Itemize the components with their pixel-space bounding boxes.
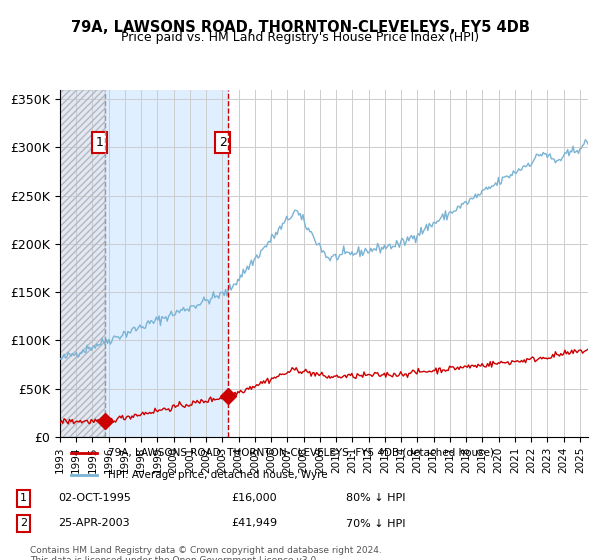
Text: 79A, LAWSONS ROAD, THORNTON-CLEVELEYS, FY5 4DB: 79A, LAWSONS ROAD, THORNTON-CLEVELEYS, F…: [71, 20, 529, 35]
Text: HPI: Average price, detached house, Wyre: HPI: Average price, detached house, Wyre: [107, 470, 327, 480]
Text: 02-OCT-1995: 02-OCT-1995: [58, 493, 131, 503]
Text: 2: 2: [20, 519, 27, 529]
Text: 25-APR-2003: 25-APR-2003: [58, 519, 130, 529]
Text: 80% ↓ HPI: 80% ↓ HPI: [346, 493, 406, 503]
Text: 2: 2: [219, 136, 227, 149]
Bar: [60, 90, 104, 437]
Bar: [104, 90, 227, 437]
Bar: [60, 90, 104, 437]
Text: 79A, LAWSONS ROAD, THORNTON-CLEVELEYS, FY5 4DB (detached house): 79A, LAWSONS ROAD, THORNTON-CLEVELEYS, F…: [107, 448, 494, 458]
Text: Contains HM Land Registry data © Crown copyright and database right 2024.
This d: Contains HM Land Registry data © Crown c…: [30, 546, 382, 560]
Text: 70% ↓ HPI: 70% ↓ HPI: [346, 519, 406, 529]
Text: £16,000: £16,000: [231, 493, 277, 503]
Text: £41,949: £41,949: [231, 519, 277, 529]
Text: 1: 1: [96, 136, 104, 149]
Text: 1: 1: [20, 493, 27, 503]
Text: Price paid vs. HM Land Registry's House Price Index (HPI): Price paid vs. HM Land Registry's House …: [121, 31, 479, 44]
